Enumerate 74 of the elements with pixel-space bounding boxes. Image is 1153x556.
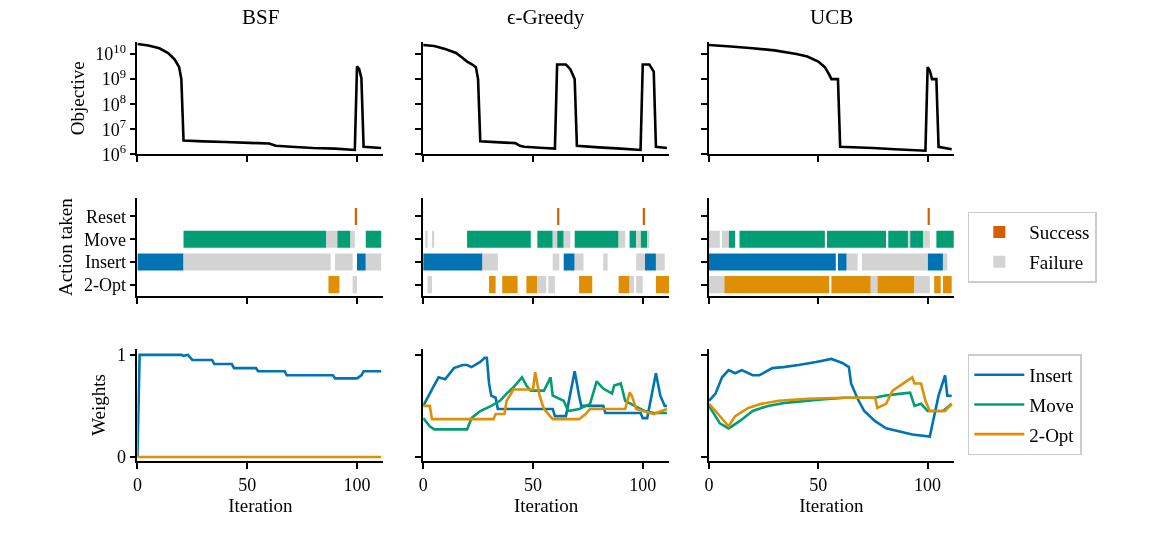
chart-title: UCB xyxy=(810,5,854,29)
bar xyxy=(335,253,353,271)
y-axis-title: Action taken xyxy=(55,197,77,296)
bar xyxy=(907,230,911,248)
bar xyxy=(923,230,930,248)
x-tick-label: 0 xyxy=(418,474,428,495)
y-tick-label: 10$^{7}$ xyxy=(101,117,126,140)
bar xyxy=(636,230,641,248)
bar xyxy=(722,230,729,248)
bar xyxy=(647,230,650,248)
x-axis-title: Iteration xyxy=(228,494,294,516)
x-axis-title: Iteration xyxy=(513,494,579,516)
x-tick-label: 0 xyxy=(132,474,142,495)
y-tick-label: 2-Opt xyxy=(83,274,126,295)
bar xyxy=(537,276,547,294)
bar xyxy=(183,253,331,271)
y-axis-title: Objective xyxy=(66,61,88,136)
y-tick-label: Reset xyxy=(85,206,126,227)
x-tick-label: 100 xyxy=(343,474,371,495)
bar xyxy=(862,253,928,271)
chart-title: ϵ-Greedy xyxy=(507,5,585,29)
bar xyxy=(846,253,858,271)
bar xyxy=(326,230,338,248)
bar xyxy=(352,276,357,294)
bar xyxy=(552,230,558,248)
bar xyxy=(636,253,645,271)
y-tick-label: 10$^{9}$ xyxy=(101,66,126,90)
bar xyxy=(328,276,340,294)
bar xyxy=(563,230,571,248)
x-tick-label: 50 xyxy=(238,474,257,495)
x-tick-label: 0 xyxy=(704,474,714,495)
legend-label: Move xyxy=(1029,394,1074,416)
x-axis-title: Iteration xyxy=(799,494,865,516)
legend-label: Success xyxy=(1029,222,1090,244)
x-tick-label: 100 xyxy=(914,474,942,495)
bar xyxy=(936,230,954,248)
bar xyxy=(548,276,555,294)
y-tick-label: 10$^{8}$ xyxy=(101,91,126,115)
legend-label: 2-Opt xyxy=(1029,424,1075,446)
bar xyxy=(655,253,665,271)
bar xyxy=(618,230,626,248)
y-tick-label: 10$^{6}$ xyxy=(101,142,126,165)
bar xyxy=(350,230,355,248)
bar xyxy=(574,253,584,271)
bar xyxy=(427,276,432,294)
bar xyxy=(365,230,382,248)
bar xyxy=(425,230,428,248)
y-tick-label: 0 xyxy=(116,447,126,468)
bar xyxy=(914,276,930,294)
bar xyxy=(431,230,435,248)
bar xyxy=(365,253,382,271)
y-axis-title: Weights xyxy=(88,373,110,436)
legend-label: Failure xyxy=(1029,252,1084,274)
bar xyxy=(354,207,357,226)
bar xyxy=(927,207,930,226)
x-tick-label: 100 xyxy=(629,474,657,495)
bar xyxy=(942,253,948,271)
y-tick-label: Insert xyxy=(84,252,126,273)
bar xyxy=(629,276,634,294)
x-tick-label: 50 xyxy=(523,474,542,495)
bar xyxy=(870,276,878,294)
y-tick-label: Move xyxy=(83,229,126,250)
bar xyxy=(482,253,498,271)
x-tick-label: 50 xyxy=(809,474,828,495)
chart-title: BSF xyxy=(242,5,280,29)
bar xyxy=(708,230,720,248)
line-series xyxy=(137,353,383,459)
bar xyxy=(636,276,643,294)
bar xyxy=(708,276,725,294)
bar xyxy=(603,253,608,271)
bar xyxy=(552,253,560,271)
y-tick-label: 1 xyxy=(116,345,126,366)
legend-label: Insert xyxy=(1029,365,1074,387)
y-tick-label: 10$^{10}$ xyxy=(95,41,126,65)
